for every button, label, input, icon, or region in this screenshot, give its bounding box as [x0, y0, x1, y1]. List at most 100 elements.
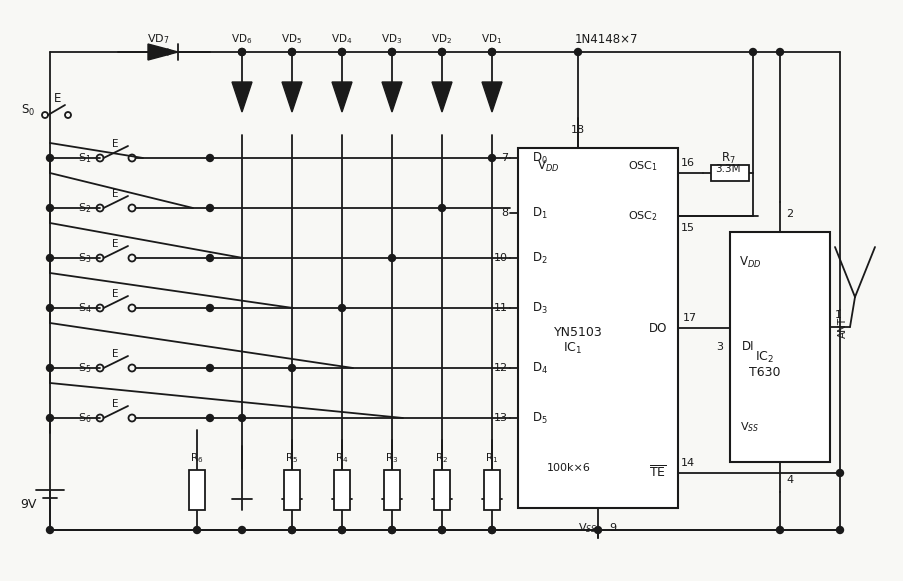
Text: V$_{DD}$: V$_{DD}$ [536, 159, 559, 174]
Circle shape [388, 48, 396, 56]
Text: S$_5$: S$_5$ [79, 361, 91, 375]
Text: 1: 1 [833, 310, 841, 320]
Text: IC$_1$: IC$_1$ [563, 340, 582, 356]
Text: 16: 16 [680, 158, 694, 168]
Text: S$_1$: S$_1$ [79, 151, 91, 165]
Circle shape [238, 48, 246, 56]
Bar [284, 470, 300, 510]
Circle shape [574, 48, 581, 56]
Circle shape [776, 48, 783, 56]
Text: E: E [112, 139, 118, 149]
Bar [711, 165, 749, 181]
Text: R$_6$: R$_6$ [190, 451, 203, 465]
Text: S$_3$: S$_3$ [79, 251, 91, 265]
Polygon shape [232, 82, 252, 112]
Circle shape [835, 526, 842, 533]
Circle shape [46, 364, 53, 371]
Text: VD$_4$: VD$_4$ [330, 32, 352, 46]
Text: 4: 4 [786, 475, 793, 485]
Text: VD$_2$: VD$_2$ [431, 32, 452, 46]
Text: VD$_3$: VD$_3$ [381, 32, 402, 46]
Text: S$_4$: S$_4$ [78, 301, 92, 315]
Text: 13: 13 [493, 413, 507, 423]
Circle shape [594, 526, 600, 533]
Text: R$_2$: R$_2$ [435, 451, 448, 465]
Circle shape [288, 526, 295, 533]
Text: T630: T630 [749, 367, 780, 379]
Text: 15: 15 [680, 223, 694, 233]
Text: R$_4$: R$_4$ [335, 451, 349, 465]
Circle shape [206, 254, 213, 261]
Text: $\overline{\mathrm{TE}}$: $\overline{\mathrm{TE}}$ [648, 465, 666, 480]
Polygon shape [331, 82, 351, 112]
Text: D$_1$: D$_1$ [532, 206, 547, 221]
Text: 14: 14 [680, 458, 694, 468]
Circle shape [338, 526, 345, 533]
Polygon shape [148, 44, 178, 60]
Text: 3.3M: 3.3M [714, 164, 740, 174]
Text: IC$_2$: IC$_2$ [755, 349, 774, 364]
Text: OSC$_2$: OSC$_2$ [628, 209, 657, 223]
Circle shape [46, 155, 53, 162]
Text: 7: 7 [500, 153, 507, 163]
Polygon shape [432, 82, 452, 112]
Text: VD$_6$: VD$_6$ [231, 32, 252, 46]
Text: 100k×6: 100k×6 [546, 463, 591, 473]
Text: E: E [54, 92, 61, 105]
Text: YN5103: YN5103 [553, 327, 601, 339]
Circle shape [288, 48, 295, 56]
Circle shape [388, 526, 396, 533]
Circle shape [776, 526, 783, 533]
Text: VD$_7$: VD$_7$ [146, 32, 169, 46]
Circle shape [238, 414, 246, 421]
Text: 10: 10 [493, 253, 507, 263]
Circle shape [488, 48, 495, 56]
Bar [730, 232, 829, 462]
Text: DO: DO [648, 321, 666, 335]
Text: 12: 12 [493, 363, 507, 373]
Text: D$_5$: D$_5$ [532, 410, 547, 425]
Bar [517, 148, 677, 508]
Text: 11: 11 [493, 303, 507, 313]
Circle shape [338, 48, 345, 56]
Circle shape [206, 304, 213, 311]
Text: D$_0$: D$_0$ [532, 150, 547, 166]
Circle shape [338, 526, 345, 533]
Text: R$_3$: R$_3$ [385, 451, 398, 465]
Circle shape [288, 364, 295, 371]
Text: 9V: 9V [20, 498, 36, 511]
Circle shape [288, 48, 295, 56]
Text: E: E [112, 349, 118, 359]
Circle shape [238, 48, 246, 56]
Circle shape [46, 205, 53, 211]
Bar [483, 470, 499, 510]
Circle shape [438, 205, 445, 211]
Text: R$_7$: R$_7$ [720, 150, 734, 166]
Text: E: E [112, 189, 118, 199]
Text: ANT: ANT [837, 317, 847, 338]
Text: 18: 18 [571, 125, 584, 135]
Text: E: E [112, 399, 118, 409]
Circle shape [46, 526, 53, 533]
Polygon shape [282, 82, 302, 112]
Circle shape [438, 48, 445, 56]
Circle shape [46, 304, 53, 311]
Circle shape [835, 469, 842, 476]
Circle shape [206, 205, 213, 211]
Circle shape [488, 155, 495, 162]
Circle shape [488, 526, 495, 533]
Text: 9: 9 [609, 523, 616, 533]
Text: R$_5$: R$_5$ [285, 451, 298, 465]
Text: VD$_1$: VD$_1$ [481, 32, 502, 46]
Circle shape [438, 526, 445, 533]
Bar [433, 470, 450, 510]
Text: DI: DI [741, 340, 753, 353]
Text: R$_1$: R$_1$ [485, 451, 498, 465]
Circle shape [206, 414, 213, 421]
Circle shape [193, 526, 200, 533]
Text: D$_2$: D$_2$ [532, 250, 547, 266]
Text: OSC$_1$: OSC$_1$ [628, 159, 657, 173]
Bar [189, 470, 205, 510]
Text: 1N4148×7: 1N4148×7 [574, 33, 638, 45]
Text: D$_3$: D$_3$ [532, 300, 547, 315]
